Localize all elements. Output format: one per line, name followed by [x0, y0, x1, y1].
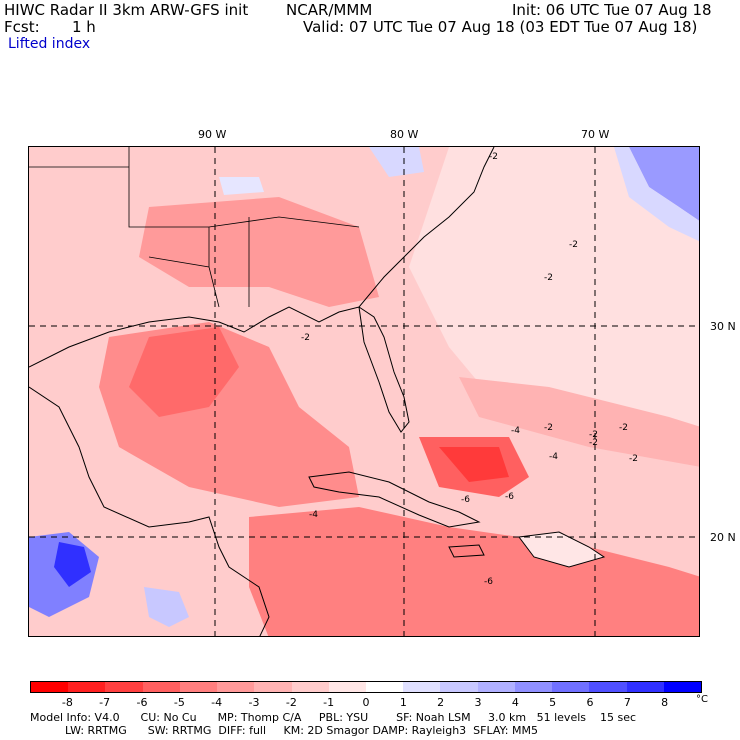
contour-label: -2: [629, 454, 638, 464]
field-atlantic-light: [409, 147, 699, 447]
contour-label: -2: [619, 423, 628, 433]
colorbar: [30, 681, 702, 693]
colorbar-tick-label: -5: [173, 696, 185, 709]
lon-label-80w: 80 W: [390, 128, 419, 141]
forecast-label: Fcst:: [4, 18, 40, 36]
colorbar-tick-label: -6: [136, 696, 148, 709]
colorbar-swatch: [328, 682, 366, 692]
colorbar-swatch: [254, 682, 292, 692]
colorbar-tick-label: 3: [474, 696, 482, 709]
colorbar-swatch: [514, 682, 553, 692]
contour-label: -2: [589, 438, 598, 448]
model-title: HIWC Radar II 3km ARW-GFS init: [4, 1, 249, 19]
contour-label: -4: [511, 426, 520, 436]
contour-label: -2: [489, 152, 498, 162]
field-caribbean: [249, 507, 699, 636]
graticule: [29, 147, 699, 636]
contour-label: -6: [461, 495, 470, 505]
colorbar-swatch: [142, 682, 180, 692]
coastline-jamaica: [448, 544, 485, 558]
contour-label: -2: [589, 430, 598, 440]
colorbar-unit: °C: [696, 694, 708, 705]
lat-label-20n: 20 N: [710, 531, 736, 544]
field-positive-n: [369, 147, 424, 177]
colorbar-tick-label: 6: [586, 696, 594, 709]
contour-label: -2: [544, 273, 553, 283]
colorbar-tick-label: -8: [61, 696, 73, 709]
lon-label-90w: 90 W: [198, 128, 227, 141]
colorbar-swatch: [31, 682, 69, 692]
colorbar-swatch: [589, 682, 627, 692]
field-name: Lifted index: [8, 36, 91, 52]
model-info-line1: Model Info: V4.0 CU: No Cu MP: Thomp C/A…: [30, 711, 637, 724]
colorbar-tick-label: -1: [323, 696, 335, 709]
colorbar-tick-label: 8: [661, 696, 669, 709]
field-positive-s: [144, 587, 189, 627]
field-atlantic-band: [459, 377, 699, 467]
coastline-cuba: [308, 471, 481, 528]
init-time: Init: 06 UTC Tue 07 Aug 18: [512, 1, 712, 19]
colorbar-swatch: [105, 682, 143, 692]
colorbar-tick-label: 2: [437, 696, 445, 709]
colorbar-tick-label: -7: [99, 696, 111, 709]
contour-label: -4: [309, 510, 318, 520]
valid-time: Valid: 07 UTC Tue 07 Aug 18 (03 EDT Tue …: [303, 18, 698, 36]
colorbar-tick-label: 5: [549, 696, 557, 709]
contour-label: -2: [569, 240, 578, 250]
lon-label-70w: 70 W: [581, 128, 610, 141]
contour-label: -6: [505, 492, 514, 502]
field-positive-sw-core: [54, 542, 91, 587]
contour-label: -2: [301, 333, 310, 343]
lat-label-30n: 30 N: [710, 320, 736, 333]
contour-labels: -2 -2 -2 -2 -2 -2 -2 -4 -4 -6 -6 -6 -2 -…: [301, 152, 638, 587]
model-info-line2: LW: RRTMG SW: RRTMG DIFF: full KM: 2D Sm…: [30, 724, 538, 737]
colorbar-swatch: [440, 682, 478, 692]
field-bahamas-max: [439, 447, 509, 482]
colorbar-tick-label: 7: [623, 696, 631, 709]
colorbar-tick-label: 4: [511, 696, 519, 709]
map-svg: -2 -2 -2 -2 -2 -2 -2 -4 -4 -6 -6 -6 -2 -…: [29, 147, 699, 636]
coastline-hispaniola: [518, 531, 606, 568]
colorbar-tick-label: -2: [285, 696, 297, 709]
colorbar-swatch: [663, 682, 701, 692]
state-borders: [29, 147, 360, 308]
contour-label: -6: [484, 577, 493, 587]
colorbar-swatch: [68, 682, 106, 692]
colorbar-tick-label: 0: [362, 696, 370, 709]
colorbar-swatch: [477, 682, 515, 692]
field-se-us: [139, 197, 379, 307]
field-positive-n2: [219, 177, 264, 195]
colorbar-tick-label: -4: [211, 696, 223, 709]
field-positive-ne: [629, 147, 699, 221]
lifted-index-map: -2 -2 -2 -2 -2 -2 -2 -4 -4 -6 -6 -6 -2 -…: [28, 146, 700, 637]
forecast-hour: 1 h: [72, 18, 96, 36]
colorbar-tick-label: -3: [248, 696, 260, 709]
field-positive-ne-edge: [614, 147, 699, 242]
colorbar-swatch: [626, 682, 664, 692]
coastline-mexico: [29, 386, 270, 636]
coastline-us: [29, 147, 495, 433]
contour-label: -4: [549, 452, 558, 462]
colorbar-swatch: [179, 682, 218, 692]
colorbar-tick-label: 1: [399, 696, 407, 709]
field-gulf-strong: [129, 327, 239, 417]
colorbar-swatch: [217, 682, 255, 692]
contour-label: -2: [544, 423, 553, 433]
organization-label: NCAR/MMM: [286, 1, 373, 19]
colorbar-swatch: [403, 682, 441, 692]
colorbar-swatch: [552, 682, 590, 692]
colorbar-swatch: [365, 682, 404, 692]
colorbar-swatch: [291, 682, 329, 692]
